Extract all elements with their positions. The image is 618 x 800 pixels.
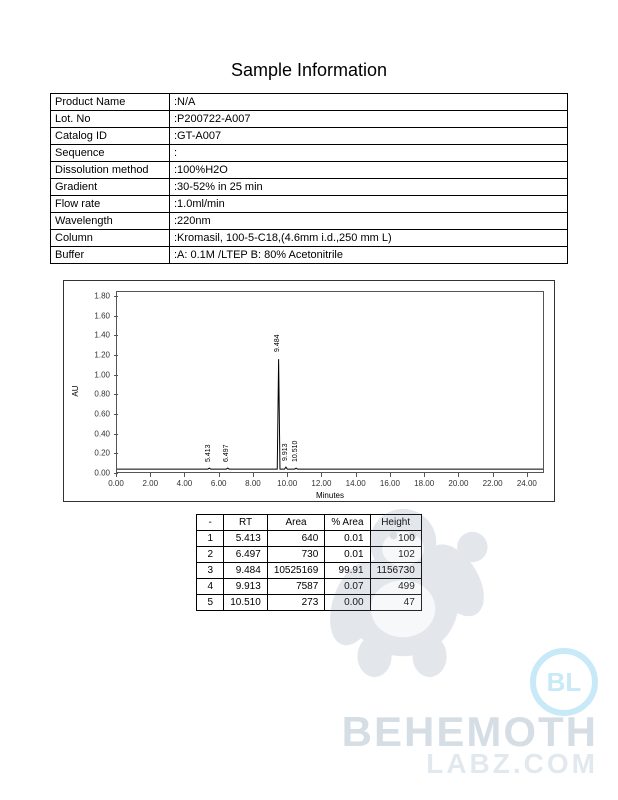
peak-label: 9.484 bbox=[274, 334, 281, 352]
info-label: Flow rate bbox=[51, 196, 170, 213]
page-title: Sample Information bbox=[50, 60, 568, 81]
y-tick-label: 0.00 bbox=[94, 469, 110, 478]
info-value: :30-52% in 25 min bbox=[170, 179, 568, 196]
x-tick-label: 4.00 bbox=[177, 479, 193, 488]
info-label: Buffer bbox=[51, 247, 170, 264]
info-label: Catalog ID bbox=[51, 128, 170, 145]
results-cell: 3 bbox=[197, 563, 224, 579]
results-cell: 9.484 bbox=[224, 563, 268, 579]
peak-label: 5.413 bbox=[205, 445, 212, 463]
x-tick-label: 8.00 bbox=[245, 479, 261, 488]
results-cell: 4 bbox=[197, 579, 224, 595]
info-value: :A: 0.1M /LTEP B: 80% Acetonitrile bbox=[170, 247, 568, 264]
peak-label: 6.497 bbox=[223, 445, 230, 463]
y-tick-label: 1.40 bbox=[94, 331, 110, 340]
y-tick-label: 1.80 bbox=[94, 291, 110, 300]
info-label: Lot. No bbox=[51, 111, 170, 128]
info-value: :P200722-A007 bbox=[170, 111, 568, 128]
sample-info-table: Product Name:N/ALot. No:P200722-A007Cata… bbox=[50, 93, 568, 264]
results-col-header: RT bbox=[224, 515, 268, 531]
info-label: Product Name bbox=[51, 94, 170, 111]
gorilla-watermark bbox=[308, 490, 498, 680]
info-value: : bbox=[170, 145, 568, 162]
info-value: :220nm bbox=[170, 213, 568, 230]
y-tick-label: 1.60 bbox=[94, 311, 110, 320]
brand-circle-logo: BL bbox=[530, 648, 598, 716]
x-tick-label: 16.00 bbox=[380, 479, 400, 488]
brand-text-1: BEHEMOTH bbox=[342, 708, 598, 756]
y-tick-label: 0.60 bbox=[94, 409, 110, 418]
x-tick-label: 20.00 bbox=[448, 479, 468, 488]
results-cell: 1 bbox=[197, 531, 224, 547]
info-value: :N/A bbox=[170, 94, 568, 111]
info-value: :100%H2O bbox=[170, 162, 568, 179]
results-cell: 9.913 bbox=[224, 579, 268, 595]
x-tick-label: 18.00 bbox=[414, 479, 434, 488]
y-tick-label: 1.20 bbox=[94, 350, 110, 359]
info-value: :GT-A007 bbox=[170, 128, 568, 145]
x-tick-label: 14.00 bbox=[346, 479, 366, 488]
info-label: Sequence bbox=[51, 145, 170, 162]
y-tick-label: 0.80 bbox=[94, 390, 110, 399]
x-tick-label: 22.00 bbox=[483, 479, 503, 488]
info-value: :1.0ml/min bbox=[170, 196, 568, 213]
y-tick-label: 0.20 bbox=[94, 449, 110, 458]
brand-text-2: LABZ.COM bbox=[342, 748, 598, 780]
results-col-header: - bbox=[197, 515, 224, 531]
info-label: Gradient bbox=[51, 179, 170, 196]
info-value: :Kromasil, 100-5-C18,(4.6mm i.d.,250 mm … bbox=[170, 230, 568, 247]
peak-label: 9.913 bbox=[282, 444, 289, 462]
x-tick-label: 24.00 bbox=[517, 479, 537, 488]
results-cell: 5.413 bbox=[224, 531, 268, 547]
y-tick-label: 1.00 bbox=[94, 370, 110, 379]
peak-label: 10.510 bbox=[292, 441, 299, 462]
results-cell: 5 bbox=[197, 595, 224, 611]
x-tick-label: 10.00 bbox=[277, 479, 297, 488]
results-cell: 6.497 bbox=[224, 547, 268, 563]
x-tick-label: 6.00 bbox=[211, 479, 227, 488]
x-tick-label: 2.00 bbox=[142, 479, 158, 488]
results-cell: 2 bbox=[197, 547, 224, 563]
x-tick-label: 0.00 bbox=[108, 479, 124, 488]
y-tick-label: 0.40 bbox=[94, 429, 110, 438]
info-label: Dissolution method bbox=[51, 162, 170, 179]
chromatogram-chart: AU 0.000.200.400.600.801.001.201.401.601… bbox=[63, 280, 555, 502]
x-tick-label: 12.00 bbox=[311, 479, 331, 488]
info-label: Wavelength bbox=[51, 213, 170, 230]
chart-line bbox=[117, 292, 543, 472]
results-cell: 10.510 bbox=[224, 595, 268, 611]
info-label: Column bbox=[51, 230, 170, 247]
